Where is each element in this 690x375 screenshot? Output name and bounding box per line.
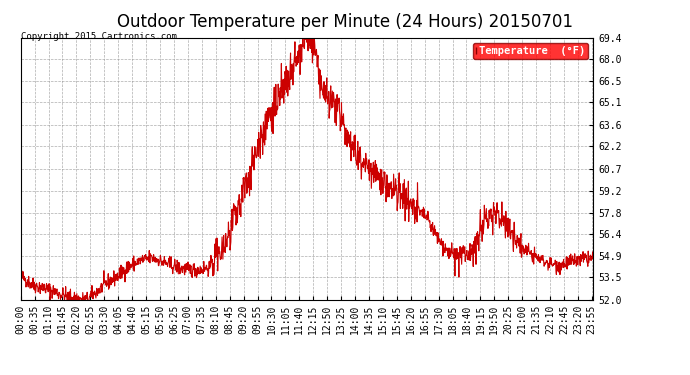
Text: Outdoor Temperature per Minute (24 Hours) 20150701: Outdoor Temperature per Minute (24 Hours… <box>117 13 573 31</box>
Text: Copyright 2015 Cartronics.com: Copyright 2015 Cartronics.com <box>21 32 177 41</box>
Legend: Temperature  (°F): Temperature (°F) <box>473 43 588 59</box>
